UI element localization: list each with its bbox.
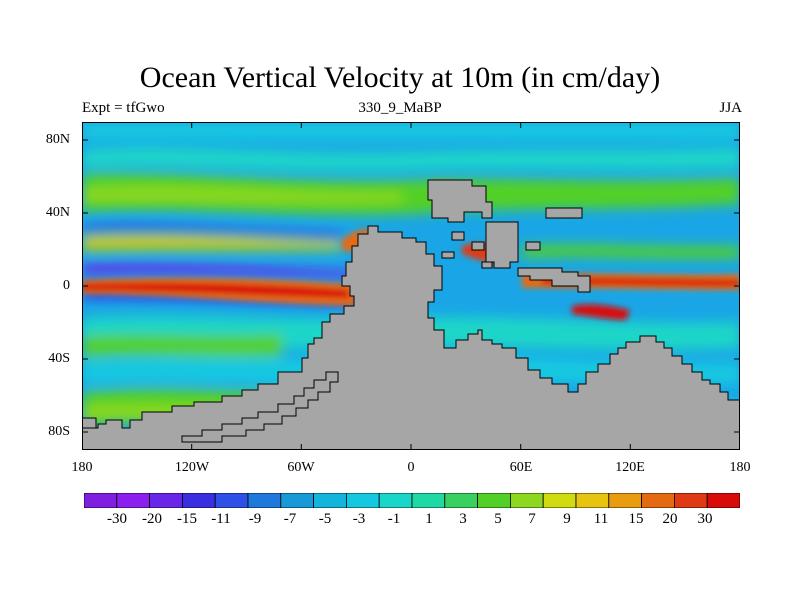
pangea-main-landmass [82, 225, 740, 450]
season-label: JJA [719, 100, 742, 116]
colorbar-swatch [313, 493, 347, 508]
y-tick-label: 40S [48, 351, 70, 366]
colorbar-swatch [575, 493, 610, 508]
experiment-age-label: 330_9_MaBP [358, 100, 442, 116]
colorbar-label: 7 [528, 511, 536, 527]
colorbar-swatch [182, 493, 216, 508]
colorbar-label: -9 [248, 511, 262, 527]
colorbar-label: -3 [352, 511, 366, 527]
colorbar-swatch [411, 493, 446, 508]
colorbar-label: -30 [107, 511, 127, 527]
x-tick-label: 180 [729, 460, 751, 475]
colorbar-swatch [674, 493, 708, 508]
east-ridge [517, 267, 591, 293]
colorbar-swatch [247, 493, 282, 508]
y-tick-label: 80N [45, 132, 70, 147]
colorbar-label: 1 [425, 511, 433, 527]
colorbar-label: 3 [459, 511, 467, 527]
east-island-small-a [451, 231, 465, 241]
southwest-island [82, 417, 97, 429]
x-tick-label: 0 [407, 460, 415, 475]
colorbar-swatch [608, 493, 642, 508]
colorbar-swatch [116, 493, 150, 508]
east-island-north [545, 207, 583, 219]
colorbar-label: -20 [142, 511, 162, 527]
colorbar-label: -11 [211, 511, 231, 527]
x-tick-label: 120E [615, 460, 645, 475]
x-ticks [191, 122, 631, 450]
colorbar-swatch [214, 493, 249, 508]
y-ticks [82, 139, 740, 433]
colorbar-label: -7 [283, 511, 297, 527]
north-landmass [427, 179, 493, 223]
land-masses [82, 179, 740, 450]
colorbar-label: 15 [628, 511, 644, 527]
map-plot [82, 122, 740, 450]
colorbar-swatch [149, 493, 183, 508]
colorbar-label: 20 [662, 511, 678, 527]
colorbar-label: 9 [563, 511, 571, 527]
x-tick-label: 60E [509, 460, 533, 475]
colorbar-swatch [477, 493, 511, 508]
y-tick-label: 80S [48, 424, 70, 439]
colorbar-swatch [444, 493, 478, 508]
east-island-small-c [441, 251, 455, 259]
colorbar-swatch [345, 493, 380, 508]
colorbar [84, 493, 740, 508]
east-island-small-d [525, 241, 541, 251]
colorbar-label: 11 [593, 511, 609, 527]
colorbar-swatch [280, 493, 315, 508]
colorbar-label: 30 [697, 511, 713, 527]
east-island-small-e [481, 261, 493, 269]
east-island-central [485, 221, 519, 269]
colorbar-label: -15 [177, 511, 197, 527]
y-tick-label: 40N [45, 205, 70, 220]
colorbar-swatch [84, 493, 118, 508]
x-tick-label: 120W [174, 460, 210, 475]
plot-title: Ocean Vertical Velocity at 10m (in cm/da… [139, 61, 661, 94]
colorbar-swatch [509, 493, 544, 508]
colorbar-label: -1 [387, 511, 401, 527]
experiment-label: Expt = tfGwo [82, 100, 165, 116]
colorbar-swatch [378, 493, 413, 508]
y-tick-label: 0 [63, 278, 70, 293]
colorbar-swatch [706, 493, 740, 508]
colorbar-label: 5 [494, 511, 502, 527]
x-tick-label: 60W [287, 460, 315, 475]
south-peninsula [181, 371, 339, 443]
x-tick-label: 180 [71, 460, 93, 475]
colorbar-swatch [641, 493, 675, 508]
colorbar-label: -5 [318, 511, 332, 527]
east-island-small-b [471, 241, 485, 251]
colorbar-swatch [542, 493, 577, 508]
